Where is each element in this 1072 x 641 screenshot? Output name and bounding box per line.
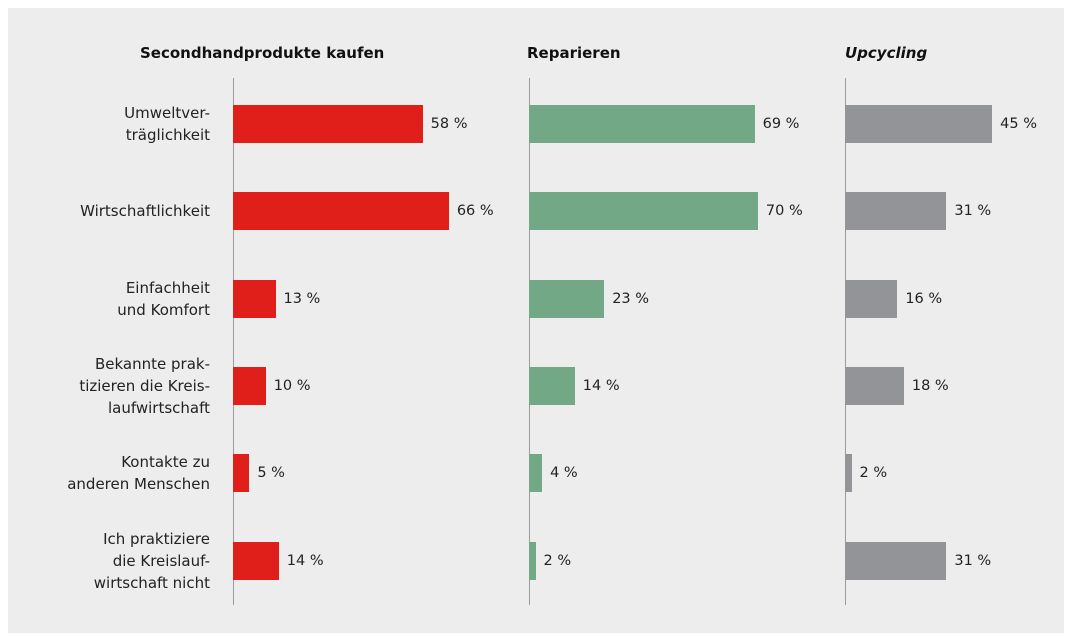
value-label: 14 % <box>286 552 324 569</box>
bar <box>845 366 904 405</box>
bar <box>233 192 449 231</box>
value-label: 31 % <box>954 552 992 569</box>
axis-line <box>845 78 846 605</box>
value-label: 66 % <box>456 203 494 220</box>
bar <box>233 279 276 318</box>
value-label: 58 % <box>430 116 468 132</box>
bar <box>845 541 947 580</box>
bar <box>529 541 536 580</box>
value-label: 10 % <box>273 377 311 394</box>
category-label: Einfachheit und Komfort <box>117 278 210 319</box>
value-label: 31 % <box>954 203 992 220</box>
panel-title: Upcycling <box>845 44 928 62</box>
category-label: Bekannte prak- tizieren die Kreis- laufw… <box>79 354 210 417</box>
chart: Umweltver- träglichkeit Wirtschaftlichkei… <box>8 8 1064 633</box>
bar <box>529 366 575 405</box>
value-label: 13 % <box>283 290 321 307</box>
bar <box>529 279 605 318</box>
bar <box>845 192 947 231</box>
category-label: Ich praktiziere die Kreislauf- wirtschaf… <box>93 529 210 592</box>
bar <box>845 454 852 493</box>
axis-line <box>529 78 530 605</box>
bar <box>233 105 423 143</box>
category-label: Kontakte zu anderen Menschen <box>67 453 210 494</box>
bar <box>845 105 993 143</box>
bar <box>529 105 755 143</box>
value-label: 5 % <box>257 465 285 482</box>
value-label: 18 % <box>911 377 949 394</box>
value-label: 16 % <box>905 290 943 307</box>
bar <box>529 454 543 493</box>
value-label: 4 % <box>550 465 578 482</box>
value-label: 70 % <box>765 203 803 220</box>
value-label: 23 % <box>612 290 650 307</box>
category-label: Wirtschaftlichkeit <box>80 202 210 221</box>
value-label: 45 % <box>1000 116 1037 132</box>
bar <box>529 192 758 231</box>
axis-line <box>233 78 234 605</box>
bar <box>233 366 266 405</box>
panel-title: Reparieren <box>527 44 621 62</box>
panel-title: Secondhandprodukte kaufen <box>140 44 385 62</box>
value-label: 69 % <box>762 116 800 132</box>
value-label: 2 % <box>543 552 572 569</box>
category-label: Umweltver- träglichkeit <box>124 104 210 144</box>
bar <box>233 541 279 580</box>
bar <box>845 279 898 318</box>
value-label: 2 % <box>859 465 888 482</box>
value-label: 14 % <box>582 377 620 394</box>
bar <box>233 454 250 493</box>
